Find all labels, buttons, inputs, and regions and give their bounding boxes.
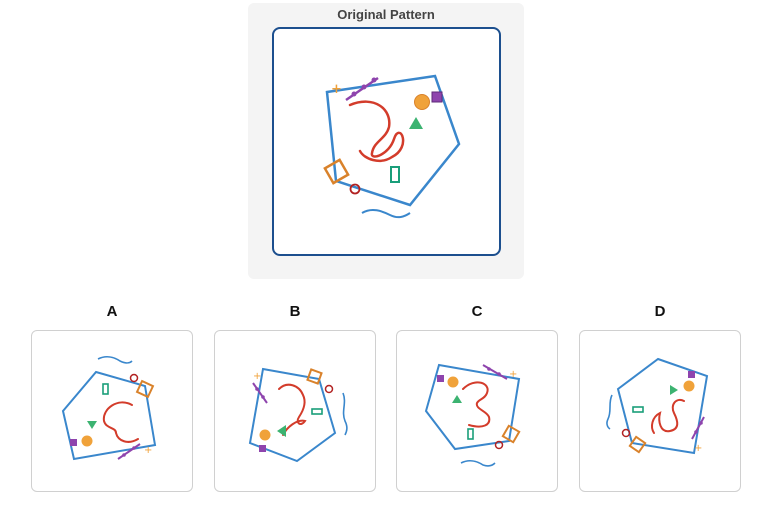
purple-square bbox=[259, 445, 266, 452]
original-pattern-panel: Original Pattern + bbox=[248, 3, 524, 279]
option-b-figure: + bbox=[248, 367, 348, 463]
option-label-d: D bbox=[654, 303, 666, 320]
orange-circle bbox=[259, 429, 271, 441]
blue-wave bbox=[606, 394, 613, 430]
blue-wave bbox=[342, 392, 348, 436]
purple-dotted-line bbox=[117, 443, 141, 460]
purple-square bbox=[688, 371, 695, 378]
purple-dot bbox=[694, 430, 698, 434]
purple-square bbox=[431, 91, 443, 103]
green-rectangle bbox=[632, 406, 644, 413]
orange-diamond bbox=[135, 379, 155, 399]
green-rectangle bbox=[390, 166, 400, 183]
red-ring bbox=[129, 373, 139, 383]
pentagon-shape bbox=[61, 370, 157, 461]
option-label-b: B bbox=[289, 303, 301, 320]
blue-wave bbox=[97, 356, 133, 364]
orange-diamond bbox=[306, 368, 323, 385]
option-label-c: C bbox=[471, 303, 483, 320]
orange-circle bbox=[447, 376, 459, 388]
option-d-figure: + bbox=[606, 357, 709, 455]
red-curve bbox=[462, 381, 491, 428]
green-rectangle bbox=[467, 428, 474, 440]
red-ring bbox=[494, 440, 504, 450]
pentagon-shape bbox=[248, 367, 337, 463]
purple-square bbox=[437, 375, 444, 382]
red-ring bbox=[349, 183, 361, 195]
pentagon-shape bbox=[424, 363, 521, 451]
purple-dot bbox=[371, 77, 377, 83]
orange-diamond bbox=[501, 424, 521, 444]
purple-dot bbox=[261, 395, 265, 399]
purple-dot bbox=[122, 453, 126, 457]
option-a-figure: + bbox=[61, 356, 157, 461]
purple-dot bbox=[487, 367, 491, 371]
option-c-card[interactable]: + bbox=[396, 330, 558, 492]
pentagon-shape bbox=[616, 357, 709, 455]
green-rectangle bbox=[311, 408, 323, 415]
purple-dotted-line bbox=[691, 416, 705, 440]
purple-dotted-line bbox=[482, 364, 508, 380]
green-triangle bbox=[670, 385, 678, 395]
orange-circle bbox=[81, 435, 93, 447]
purple-dot bbox=[132, 446, 136, 450]
purple-dot bbox=[361, 84, 367, 90]
green-triangle bbox=[277, 425, 286, 437]
original-pattern-figure: + bbox=[323, 74, 461, 219]
original-pattern-frame: + bbox=[272, 27, 501, 256]
purple-dot bbox=[255, 387, 259, 391]
original-pattern-title: Original Pattern bbox=[337, 7, 435, 22]
red-ring bbox=[621, 428, 631, 438]
green-triangle bbox=[87, 421, 97, 429]
orange-plus-icon: + bbox=[144, 445, 152, 456]
purple-dot bbox=[699, 421, 703, 425]
red-curve bbox=[651, 399, 685, 434]
orange-plus-icon: + bbox=[331, 82, 342, 97]
option-d-card[interactable]: + bbox=[579, 330, 741, 492]
green-triangle bbox=[409, 117, 423, 129]
red-curve bbox=[102, 401, 139, 443]
green-rectangle bbox=[102, 383, 109, 395]
purple-dotted-line bbox=[252, 382, 268, 404]
option-b-card[interactable]: + bbox=[214, 330, 376, 492]
blue-wave bbox=[460, 460, 496, 467]
orange-diamond bbox=[323, 158, 350, 185]
red-ring bbox=[324, 384, 334, 394]
option-a-card[interactable]: + bbox=[31, 330, 193, 492]
red-curve bbox=[278, 383, 307, 436]
pentagon-shape bbox=[325, 74, 461, 207]
orange-circle bbox=[414, 94, 430, 110]
purple-square bbox=[70, 439, 77, 446]
orange-circle bbox=[683, 380, 695, 392]
orange-plus-icon: + bbox=[694, 443, 702, 454]
option-c-figure: + bbox=[424, 363, 521, 467]
red-curve bbox=[348, 100, 405, 162]
purple-dot bbox=[497, 372, 501, 376]
orange-plus-icon: + bbox=[253, 371, 261, 382]
orange-diamond bbox=[628, 435, 647, 454]
option-label-a: A bbox=[106, 303, 118, 320]
orange-plus-icon: + bbox=[509, 369, 517, 380]
green-triangle bbox=[452, 395, 462, 403]
purple-dot bbox=[351, 91, 357, 97]
blue-wave bbox=[361, 208, 411, 219]
